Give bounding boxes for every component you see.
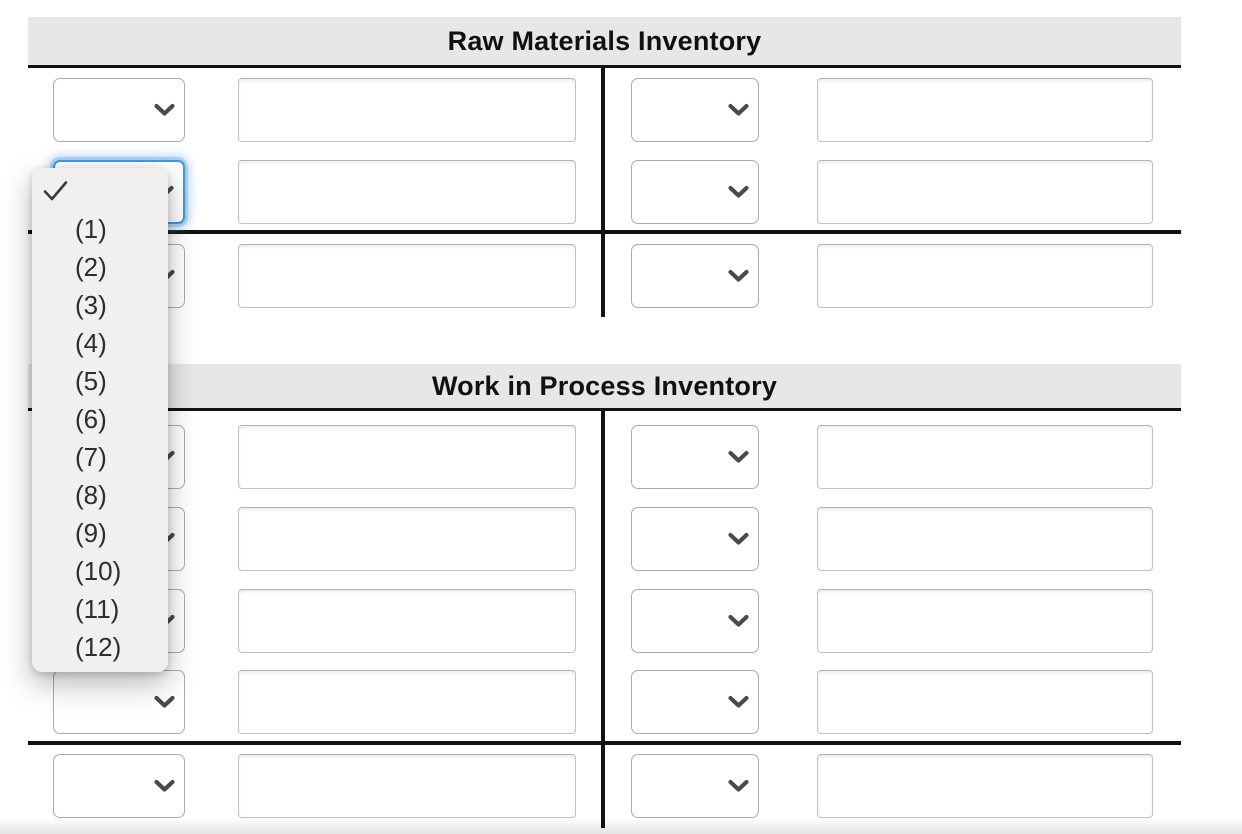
menu-option-label: (5) xyxy=(75,365,107,396)
credit-entry-select[interactable] xyxy=(631,244,759,308)
debit-amount-input[interactable] xyxy=(238,589,576,653)
debit-amount-input[interactable] xyxy=(238,754,576,818)
work-in-process-header: Work in Process Inventory xyxy=(28,364,1181,411)
work-in-process-taccount: Work in Process Inventory xyxy=(28,364,1181,828)
t-account-rule xyxy=(28,230,1181,234)
entry-row xyxy=(28,589,1181,653)
debit-amount-input[interactable] xyxy=(238,507,576,571)
raw-materials-header: Raw Materials Inventory xyxy=(28,17,1181,68)
debit-amount-input[interactable] xyxy=(238,425,576,489)
menu-option[interactable]: (7) xyxy=(32,438,168,476)
menu-option-label: (6) xyxy=(75,403,107,434)
menu-option[interactable]: (12) xyxy=(32,628,168,666)
chevron-down-icon xyxy=(728,269,749,283)
menu-option-label: (1) xyxy=(75,213,107,244)
raw-materials-body xyxy=(28,68,1181,317)
menu-option[interactable]: (6) xyxy=(32,400,168,438)
chevron-down-icon xyxy=(728,103,749,117)
menu-option[interactable]: (1) xyxy=(32,210,168,248)
credit-entry-select[interactable] xyxy=(631,425,759,489)
menu-option[interactable]: (10) xyxy=(32,552,168,590)
debit-entry-select[interactable] xyxy=(53,670,185,734)
credit-entry-select[interactable] xyxy=(631,507,759,571)
menu-option[interactable]: (4) xyxy=(32,324,168,362)
chevron-down-icon xyxy=(154,103,175,117)
credit-entry-select[interactable] xyxy=(631,589,759,653)
chevron-down-icon xyxy=(728,450,749,464)
entry-row xyxy=(28,507,1181,571)
menu-option-label: (12) xyxy=(75,631,122,662)
credit-entry-select[interactable] xyxy=(631,670,759,734)
chevron-down-icon xyxy=(728,185,749,199)
credit-amount-input[interactable] xyxy=(817,589,1153,653)
menu-option[interactable]: (8) xyxy=(32,476,168,514)
debit-amount-input[interactable] xyxy=(238,78,576,142)
menu-option[interactable]: (2) xyxy=(32,248,168,286)
credit-entry-select[interactable] xyxy=(631,78,759,142)
entry-select-menu: (1) (2) (3) (4) (5) (6) (7) (8) (9) (10)… xyxy=(32,168,168,672)
menu-option-label: (8) xyxy=(75,479,107,510)
t-account-vertical-divider xyxy=(601,68,605,317)
chevron-down-icon xyxy=(154,695,175,709)
debit-entry-select[interactable] xyxy=(53,78,185,142)
menu-option[interactable]: (11) xyxy=(32,590,168,628)
debit-entry-select[interactable] xyxy=(53,754,185,818)
menu-option[interactable]: (3) xyxy=(32,286,168,324)
credit-amount-input[interactable] xyxy=(817,160,1153,224)
checkmark-icon xyxy=(43,180,68,202)
credit-amount-input[interactable] xyxy=(817,670,1153,734)
chevron-down-icon xyxy=(728,779,749,793)
chevron-down-icon xyxy=(154,779,175,793)
credit-amount-input[interactable] xyxy=(817,78,1153,142)
credit-amount-input[interactable] xyxy=(817,507,1153,571)
menu-option[interactable]: (5) xyxy=(32,362,168,400)
credit-amount-input[interactable] xyxy=(817,244,1153,308)
credit-amount-input[interactable] xyxy=(817,754,1153,818)
section-title: Raw Materials Inventory xyxy=(447,25,762,56)
menu-option[interactable]: (9) xyxy=(32,514,168,552)
menu-option-label: (2) xyxy=(75,251,107,282)
t-account-vertical-divider xyxy=(601,411,605,828)
menu-option-label: (9) xyxy=(75,517,107,548)
entry-row xyxy=(28,244,1181,308)
work-in-process-body xyxy=(28,411,1181,828)
menu-option-label: (11) xyxy=(75,593,120,624)
menu-option-selected-blank[interactable] xyxy=(32,172,168,210)
debit-amount-input[interactable] xyxy=(238,160,576,224)
next-section-edge-fade xyxy=(0,818,1242,834)
menu-option-label: (4) xyxy=(75,327,107,358)
entry-row xyxy=(28,754,1181,818)
debit-amount-input[interactable] xyxy=(238,244,576,308)
section-title: Work in Process Inventory xyxy=(431,370,778,401)
menu-option-label: (3) xyxy=(75,289,107,320)
entry-row xyxy=(28,670,1181,734)
debit-amount-input[interactable] xyxy=(238,670,576,734)
entry-row xyxy=(28,160,1181,224)
menu-option-label: (7) xyxy=(75,441,107,472)
chevron-down-icon xyxy=(728,532,749,546)
entry-row xyxy=(28,425,1181,489)
chevron-down-icon xyxy=(728,614,749,628)
credit-entry-select[interactable] xyxy=(631,160,759,224)
t-account-rule xyxy=(28,741,1181,745)
raw-materials-taccount: Raw Materials Inventory xyxy=(28,17,1181,317)
chevron-down-icon xyxy=(728,695,749,709)
menu-option-label: (10) xyxy=(75,555,122,586)
credit-entry-select[interactable] xyxy=(631,754,759,818)
entry-row xyxy=(28,78,1181,142)
credit-amount-input[interactable] xyxy=(817,425,1153,489)
